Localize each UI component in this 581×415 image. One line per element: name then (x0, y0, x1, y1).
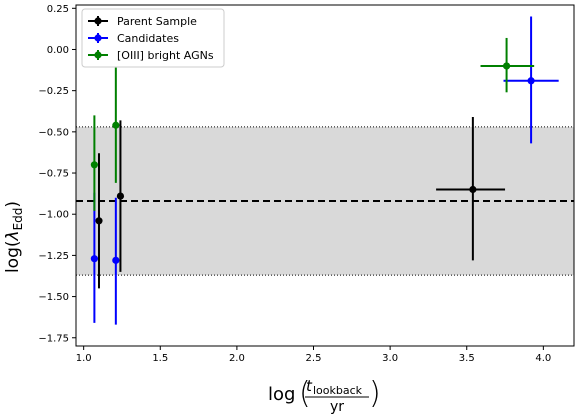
x-axis-label-open-paren: ( (299, 376, 311, 411)
y-tick-label: −0.25 (38, 86, 69, 97)
x-tick-label: 3.5 (459, 353, 475, 364)
data-point (95, 217, 103, 225)
legend-label: [OIII] bright AGNs (117, 49, 214, 62)
y-tick-label: 0.00 (47, 45, 69, 56)
x-axis-label: log ( t lookback yr ) (268, 376, 381, 415)
y-tick-label: −1.75 (38, 333, 69, 344)
x-axis-label-log: log (268, 384, 295, 405)
series-1 (90, 16, 559, 325)
legend: Parent Sample Candidates [OIII] bright AGN… (81, 8, 225, 68)
x-axis-label-yr: yr (330, 399, 344, 415)
data-point (90, 255, 98, 263)
x-axis-label-close-paren: ) (369, 376, 381, 411)
x-tick-label: 4.0 (535, 353, 551, 364)
x-tick-label: 2.0 (229, 353, 245, 364)
legend-marker (94, 34, 102, 42)
legend-entry: [OIII] bright AGNs (88, 49, 214, 62)
x-axis-label-t: t (306, 377, 313, 395)
legend-box (81, 8, 225, 68)
x-tick-label: 1.0 (76, 353, 92, 364)
legend-entry: Parent Sample (88, 15, 197, 28)
y-tick-label: −1.25 (38, 251, 69, 262)
legend-marker (94, 17, 102, 25)
series-layer (90, 16, 559, 325)
data-point (116, 192, 125, 200)
y-tick-label: −1.50 (38, 292, 69, 303)
ticks-layer: 1.0 1.5 2.0 2.5 3.0 3.5 4.0 −1.75 −1.50 −1.25 −1.0… (38, 4, 551, 364)
data-point (90, 161, 98, 169)
data-point (469, 185, 477, 194)
y-tick-label: 0.25 (47, 4, 69, 15)
data-point (527, 77, 535, 85)
y-axis-label: log(λEdd) (3, 201, 25, 273)
data-point (112, 256, 120, 264)
plot-frame (75, 4, 575, 347)
series-0 (95, 117, 506, 289)
data-point (112, 121, 120, 129)
legend-label: Parent Sample (117, 15, 197, 28)
legend-entries: Parent Sample Candidates [OIII] bright AGN… (88, 15, 214, 62)
x-tick-label: 1.5 (152, 353, 168, 364)
data-point (502, 62, 511, 70)
legend-label: Candidates (117, 32, 179, 45)
x-axis-label-lookback: lookback (313, 384, 363, 397)
y-tick-label: −0.50 (38, 127, 69, 138)
x-tick-label: 2.5 (306, 353, 322, 364)
y-tick-label: −0.75 (38, 169, 69, 180)
y-tick-label: −1.00 (38, 210, 69, 221)
x-tick-label: 3.0 (382, 353, 398, 364)
series-2 (90, 37, 535, 211)
legend-entry: Candidates (88, 32, 179, 45)
legend-marker (94, 51, 102, 59)
